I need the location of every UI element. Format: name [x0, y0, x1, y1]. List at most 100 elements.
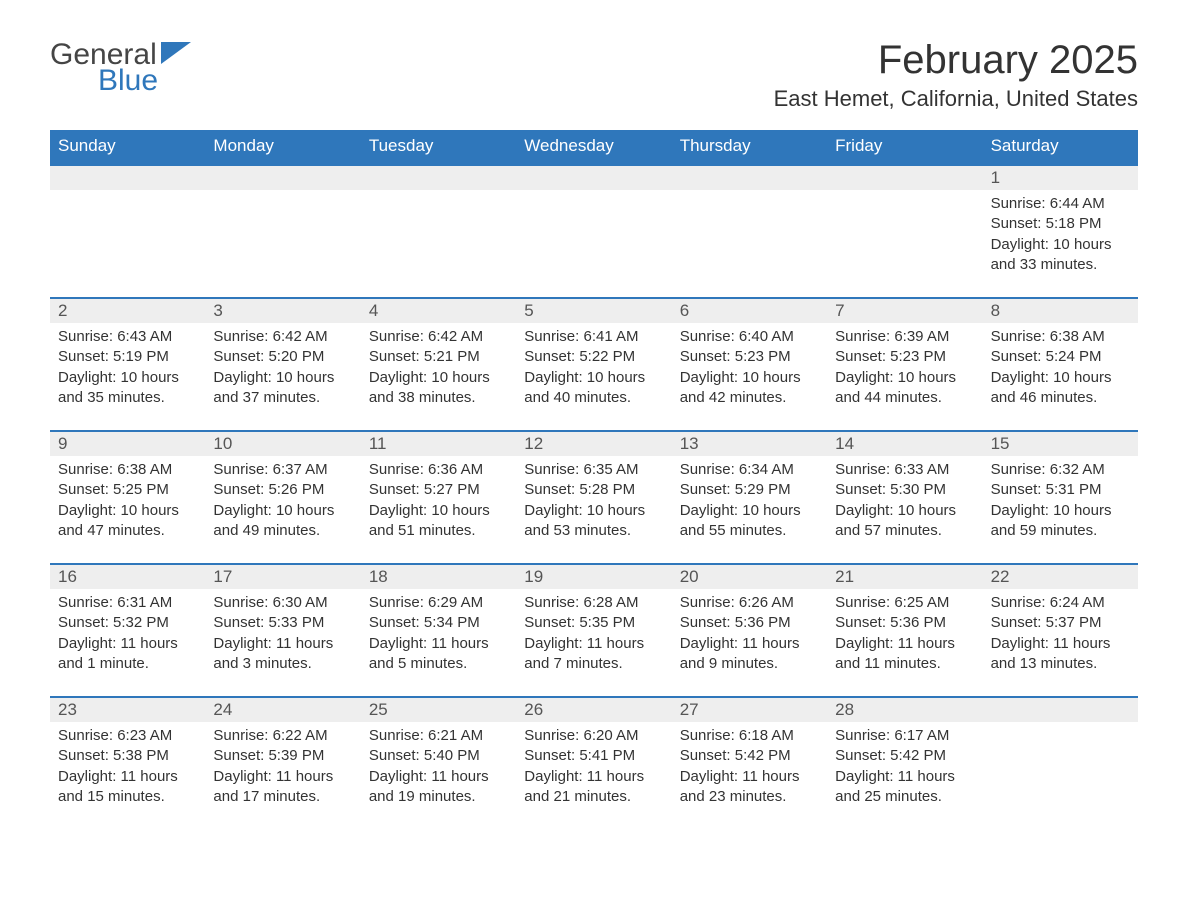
daylight-text: Daylight: 10 hours and 49 minutes.	[213, 501, 352, 542]
dow-cell: Tuesday	[361, 130, 516, 164]
daylight-text: Daylight: 10 hours and 53 minutes.	[524, 501, 663, 542]
calendar-day: 18Sunrise: 6:29 AMSunset: 5:34 PMDayligh…	[361, 565, 516, 696]
daylight-text: Daylight: 11 hours and 9 minutes.	[680, 634, 819, 675]
daylight-text: Daylight: 11 hours and 21 minutes.	[524, 767, 663, 808]
sunrise-text: Sunrise: 6:29 AM	[369, 593, 508, 613]
sunset-text: Sunset: 5:37 PM	[991, 613, 1130, 633]
daylight-text: Daylight: 10 hours and 46 minutes.	[991, 368, 1130, 409]
calendar-day: 13Sunrise: 6:34 AMSunset: 5:29 PMDayligh…	[672, 432, 827, 563]
daylight-text: Daylight: 10 hours and 38 minutes.	[369, 368, 508, 409]
calendar-day: 6Sunrise: 6:40 AMSunset: 5:23 PMDaylight…	[672, 299, 827, 430]
calendar-week: 1Sunrise: 6:44 AMSunset: 5:18 PMDaylight…	[50, 164, 1138, 297]
logo-flag-icon	[161, 51, 191, 68]
sunset-text: Sunset: 5:36 PM	[680, 613, 819, 633]
day-number: 2	[50, 299, 205, 323]
calendar-day: 10Sunrise: 6:37 AMSunset: 5:26 PMDayligh…	[205, 432, 360, 563]
calendar-day: 7Sunrise: 6:39 AMSunset: 5:23 PMDaylight…	[827, 299, 982, 430]
day-number: 11	[361, 432, 516, 456]
day-number: 22	[983, 565, 1138, 589]
day-number: 16	[50, 565, 205, 589]
day-number: 13	[672, 432, 827, 456]
calendar-day: 23Sunrise: 6:23 AMSunset: 5:38 PMDayligh…	[50, 698, 205, 829]
calendar-day: 2Sunrise: 6:43 AMSunset: 5:19 PMDaylight…	[50, 299, 205, 430]
sunset-text: Sunset: 5:40 PM	[369, 746, 508, 766]
dow-cell: Monday	[205, 130, 360, 164]
calendar-day	[827, 166, 982, 297]
day-number: 23	[50, 698, 205, 722]
daylight-text: Daylight: 11 hours and 19 minutes.	[369, 767, 508, 808]
dow-cell: Friday	[827, 130, 982, 164]
day-number: 14	[827, 432, 982, 456]
sunset-text: Sunset: 5:28 PM	[524, 480, 663, 500]
daylight-text: Daylight: 11 hours and 17 minutes.	[213, 767, 352, 808]
daylight-text: Daylight: 11 hours and 7 minutes.	[524, 634, 663, 675]
calendar-day: 28Sunrise: 6:17 AMSunset: 5:42 PMDayligh…	[827, 698, 982, 829]
sunset-text: Sunset: 5:26 PM	[213, 480, 352, 500]
calendar-day: 15Sunrise: 6:32 AMSunset: 5:31 PMDayligh…	[983, 432, 1138, 563]
day-number	[672, 166, 827, 190]
sunrise-text: Sunrise: 6:41 AM	[524, 327, 663, 347]
calendar-day: 22Sunrise: 6:24 AMSunset: 5:37 PMDayligh…	[983, 565, 1138, 696]
day-number: 27	[672, 698, 827, 722]
calendar-day: 16Sunrise: 6:31 AMSunset: 5:32 PMDayligh…	[50, 565, 205, 696]
sunset-text: Sunset: 5:19 PM	[58, 347, 197, 367]
day-number: 25	[361, 698, 516, 722]
sunrise-text: Sunrise: 6:33 AM	[835, 460, 974, 480]
sunrise-text: Sunrise: 6:26 AM	[680, 593, 819, 613]
dow-cell: Wednesday	[516, 130, 671, 164]
calendar: SundayMondayTuesdayWednesdayThursdayFrid…	[50, 130, 1138, 829]
title-block: February 2025 East Hemet, California, Un…	[774, 40, 1138, 112]
sunrise-text: Sunrise: 6:35 AM	[524, 460, 663, 480]
sunrise-text: Sunrise: 6:42 AM	[369, 327, 508, 347]
sunrise-text: Sunrise: 6:38 AM	[58, 460, 197, 480]
calendar-day: 24Sunrise: 6:22 AMSunset: 5:39 PMDayligh…	[205, 698, 360, 829]
sunrise-text: Sunrise: 6:20 AM	[524, 726, 663, 746]
day-number: 3	[205, 299, 360, 323]
day-number: 28	[827, 698, 982, 722]
day-number: 18	[361, 565, 516, 589]
sunset-text: Sunset: 5:30 PM	[835, 480, 974, 500]
daylight-text: Daylight: 10 hours and 47 minutes.	[58, 501, 197, 542]
calendar-day	[516, 166, 671, 297]
sunset-text: Sunset: 5:35 PM	[524, 613, 663, 633]
day-number: 4	[361, 299, 516, 323]
daylight-text: Daylight: 10 hours and 37 minutes.	[213, 368, 352, 409]
calendar-day: 21Sunrise: 6:25 AMSunset: 5:36 PMDayligh…	[827, 565, 982, 696]
calendar-week: 16Sunrise: 6:31 AMSunset: 5:32 PMDayligh…	[50, 563, 1138, 696]
calendar-day	[983, 698, 1138, 829]
day-number: 6	[672, 299, 827, 323]
daylight-text: Daylight: 10 hours and 42 minutes.	[680, 368, 819, 409]
calendar-week: 23Sunrise: 6:23 AMSunset: 5:38 PMDayligh…	[50, 696, 1138, 829]
daylight-text: Daylight: 10 hours and 59 minutes.	[991, 501, 1130, 542]
day-number	[205, 166, 360, 190]
month-title: February 2025	[774, 40, 1138, 80]
day-of-week-header: SundayMondayTuesdayWednesdayThursdayFrid…	[50, 130, 1138, 164]
sunrise-text: Sunrise: 6:44 AM	[991, 194, 1130, 214]
sunset-text: Sunset: 5:42 PM	[835, 746, 974, 766]
day-number: 1	[983, 166, 1138, 190]
logo-word-2: Blue	[98, 66, 191, 96]
sunset-text: Sunset: 5:23 PM	[680, 347, 819, 367]
sunset-text: Sunset: 5:39 PM	[213, 746, 352, 766]
sunset-text: Sunset: 5:36 PM	[835, 613, 974, 633]
calendar-day: 25Sunrise: 6:21 AMSunset: 5:40 PMDayligh…	[361, 698, 516, 829]
sunrise-text: Sunrise: 6:18 AM	[680, 726, 819, 746]
calendar-week: 9Sunrise: 6:38 AMSunset: 5:25 PMDaylight…	[50, 430, 1138, 563]
sunrise-text: Sunrise: 6:43 AM	[58, 327, 197, 347]
daylight-text: Daylight: 10 hours and 44 minutes.	[835, 368, 974, 409]
daylight-text: Daylight: 10 hours and 57 minutes.	[835, 501, 974, 542]
sunset-text: Sunset: 5:21 PM	[369, 347, 508, 367]
dow-cell: Thursday	[672, 130, 827, 164]
calendar-day	[205, 166, 360, 297]
sunrise-text: Sunrise: 6:28 AM	[524, 593, 663, 613]
sunrise-text: Sunrise: 6:17 AM	[835, 726, 974, 746]
daylight-text: Daylight: 10 hours and 55 minutes.	[680, 501, 819, 542]
logo: General Blue	[50, 40, 191, 96]
sunset-text: Sunset: 5:41 PM	[524, 746, 663, 766]
calendar-day: 17Sunrise: 6:30 AMSunset: 5:33 PMDayligh…	[205, 565, 360, 696]
calendar-day: 11Sunrise: 6:36 AMSunset: 5:27 PMDayligh…	[361, 432, 516, 563]
daylight-text: Daylight: 11 hours and 3 minutes.	[213, 634, 352, 675]
sunset-text: Sunset: 5:24 PM	[991, 347, 1130, 367]
day-number	[361, 166, 516, 190]
calendar-day: 27Sunrise: 6:18 AMSunset: 5:42 PMDayligh…	[672, 698, 827, 829]
